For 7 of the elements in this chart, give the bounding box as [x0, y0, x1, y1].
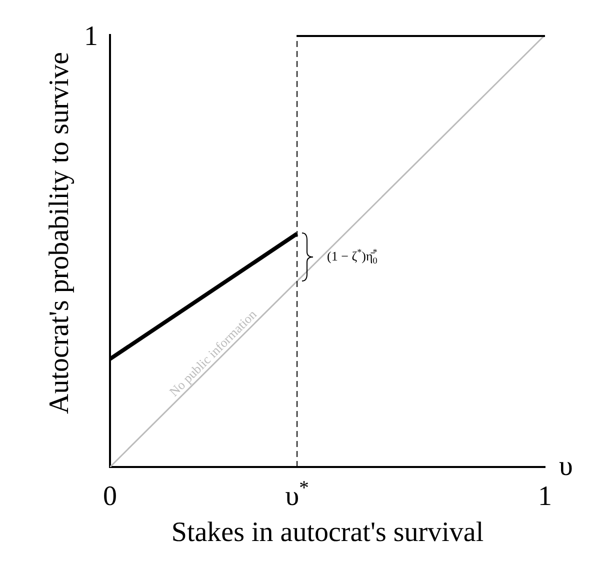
x-tick-label: 0: [103, 481, 117, 512]
x-tick-label: υ*: [285, 478, 309, 512]
y-axis-title: Autocrat's probability to survive: [44, 52, 75, 414]
text: υ: [559, 451, 573, 482]
x-axis-title: Stakes in autocrat's survival: [171, 517, 484, 548]
x-tick-label: 1: [538, 481, 552, 512]
text: 1: [84, 21, 98, 52]
